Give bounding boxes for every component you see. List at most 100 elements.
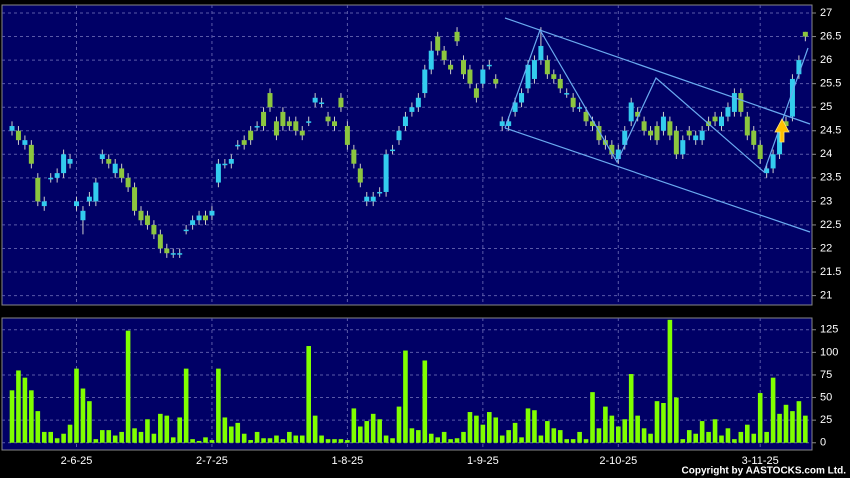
volume-bar [641, 428, 647, 443]
candle-body [680, 140, 686, 155]
candle-body [293, 121, 299, 131]
volume-bar [151, 433, 157, 443]
candle-body [286, 121, 292, 127]
volume-bar [577, 431, 582, 443]
y-tick-label: 25 [820, 414, 832, 426]
volume-bar [280, 439, 286, 443]
volume-bar [377, 419, 382, 443]
candle-body [744, 116, 750, 136]
candle-body [564, 93, 570, 95]
candle-body [493, 78, 499, 84]
volume-bar [499, 435, 505, 443]
volume-bar [358, 426, 363, 443]
volume-bar [609, 415, 615, 443]
candle-body [183, 229, 189, 232]
candle-body [789, 78, 795, 117]
y-tick-label: 0 [820, 437, 826, 449]
volume-bar [222, 417, 228, 443]
volume-bar [254, 431, 260, 443]
candle-body [390, 149, 396, 152]
volume-bar [370, 413, 376, 443]
candle-body [473, 88, 479, 98]
volume-bar [158, 413, 163, 443]
candle-body [28, 144, 34, 164]
volume-bar [654, 401, 660, 443]
candle-body [635, 111, 641, 117]
volume-bar [590, 392, 595, 443]
candle-body [448, 64, 454, 70]
volume-bar [54, 438, 60, 443]
volume-bar [100, 430, 105, 443]
volume-bar [603, 406, 608, 443]
candle-body [396, 130, 402, 141]
candle-body [209, 210, 215, 216]
volume-bar [403, 350, 408, 443]
volume-bar [177, 417, 182, 443]
volume-bar [732, 439, 737, 443]
candle-body [222, 163, 228, 166]
candle-body [190, 220, 196, 225]
y-tick-label: 24.5 [820, 125, 841, 137]
candle-body [660, 116, 666, 131]
volume-bar [87, 401, 92, 443]
candle-body [590, 121, 595, 127]
volume-bar [777, 413, 782, 443]
volume-bar [545, 421, 550, 443]
volume-bar [67, 424, 73, 443]
candle-body [99, 154, 105, 160]
candle-body [499, 121, 505, 127]
candle-body [41, 201, 47, 207]
volume-bar [487, 412, 492, 443]
candle-body [177, 253, 183, 255]
candle-body [215, 163, 221, 183]
volume-bar [757, 393, 763, 443]
volume-bar [770, 377, 776, 443]
volume-bar [680, 439, 686, 443]
candle-body [119, 168, 125, 178]
y-tick-label: 26.5 [820, 30, 841, 42]
candle-body [273, 121, 279, 136]
volume-bar [164, 415, 170, 443]
volume-bar [693, 433, 698, 443]
volume-bar [712, 419, 718, 443]
volume-bar [699, 421, 705, 443]
volume-bar [506, 430, 511, 443]
volume-bar [338, 439, 344, 443]
trend-line [504, 17, 811, 125]
volume-bar [35, 411, 41, 443]
candle-body [312, 97, 318, 103]
candle-body [106, 159, 112, 164]
candle-body [203, 215, 208, 221]
volume-bar [332, 439, 337, 443]
volume-bar [422, 360, 428, 443]
volume-bar [635, 415, 640, 443]
candle-body [402, 116, 408, 127]
volume-bar [93, 439, 99, 443]
x-tick-label: 2-7-25 [196, 455, 228, 467]
volume-bar [351, 408, 357, 443]
volume-bar [29, 390, 34, 443]
candle-body [254, 126, 260, 128]
candle-body [693, 135, 699, 141]
candle-body [370, 196, 376, 202]
candle-body [125, 177, 131, 188]
candle-body [48, 177, 54, 180]
volume-bar [229, 426, 234, 443]
volume-bar [706, 431, 711, 443]
candle-body [609, 144, 615, 155]
volume-bar [274, 435, 279, 443]
volume-bar [138, 431, 144, 443]
x-tick-label: 2-10-25 [599, 455, 637, 467]
candle-body [306, 121, 312, 123]
volume-bar [196, 440, 202, 443]
candle-body [422, 69, 428, 94]
price-panel [1, 4, 813, 306]
volume-bar [719, 435, 724, 443]
volume-bar [557, 430, 563, 443]
candle-body [132, 187, 138, 211]
volume-bar [538, 435, 544, 443]
candle-body [525, 64, 531, 89]
candle-body [228, 159, 234, 164]
candle-body [151, 224, 157, 235]
